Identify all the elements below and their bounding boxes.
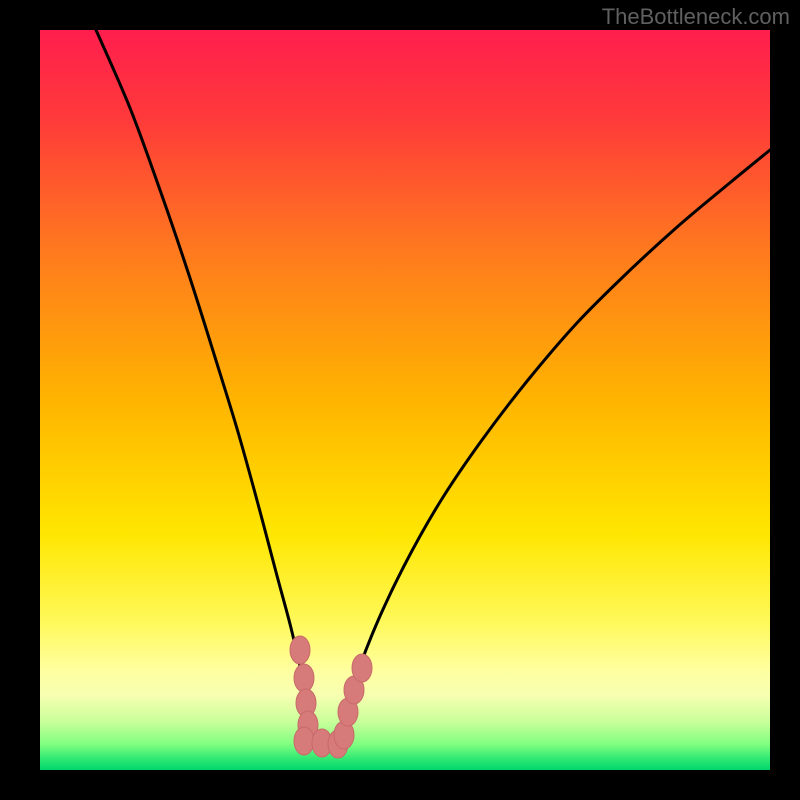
bottleneck-curve-chart xyxy=(0,0,800,800)
marker-bottom xyxy=(294,727,314,755)
marker-right xyxy=(352,654,372,682)
marker-left xyxy=(294,664,314,692)
watermark-text: TheBottleneck.com xyxy=(602,4,790,30)
marker-left xyxy=(290,636,310,664)
plot-area xyxy=(40,30,770,770)
